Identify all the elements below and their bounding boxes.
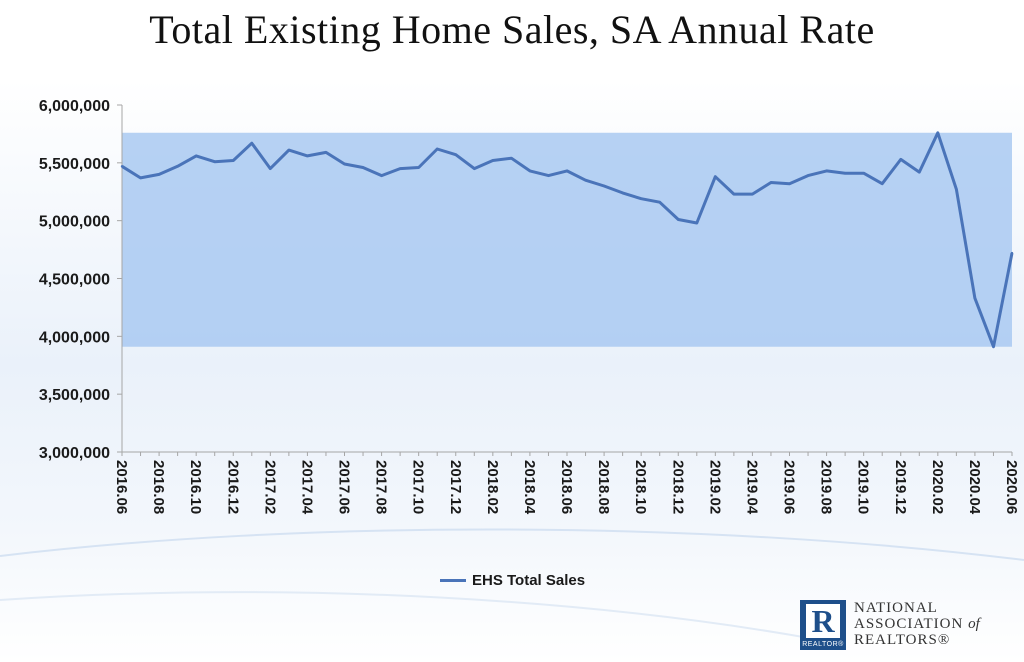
data-point (491, 159, 495, 162)
data-point (843, 172, 847, 175)
data-point (139, 176, 142, 180)
data-point (176, 165, 179, 168)
x-tick-label: 2018.08 (595, 460, 612, 514)
x-tick-label: 2020.06 (1003, 460, 1020, 514)
x-tick-label: 2019.08 (818, 460, 835, 514)
data-point (306, 154, 309, 158)
data-point (825, 169, 828, 173)
y-tick-label: 3,500,000 (39, 387, 110, 404)
data-point (751, 192, 754, 196)
data-point (621, 191, 624, 195)
highlight-band (122, 132, 1012, 347)
logo-line1: NATIONAL (854, 600, 938, 616)
y-tick-label: 5,000,000 (39, 214, 110, 231)
x-tick-label: 2017.04 (298, 460, 315, 515)
x-tick-label: 2020.02 (929, 460, 946, 514)
data-point (973, 296, 977, 300)
logo-text: NATIONAL ASSOCIATION of REALTORS® (854, 600, 980, 648)
data-point (714, 175, 717, 178)
data-point (343, 162, 346, 166)
data-point (473, 167, 476, 170)
data-point (287, 148, 291, 152)
data-point (380, 174, 383, 177)
data-point (398, 167, 402, 170)
x-tick-label: 2017.08 (373, 460, 390, 514)
realtor-logo-icon: R REALTOR® (800, 600, 846, 650)
y-tick-label: 3,000,000 (39, 445, 110, 462)
data-point (250, 141, 253, 145)
x-tick-label: 2018.06 (558, 460, 575, 514)
x-tick-label: 2018.02 (484, 460, 501, 514)
logo-line3: REALTORS® (854, 632, 951, 648)
x-tick-label: 2019.10 (855, 460, 872, 514)
x-tick-label: 2016.10 (187, 460, 204, 514)
data-point (602, 184, 606, 188)
data-point (436, 147, 439, 151)
data-point (120, 165, 124, 168)
chart-legend: EHS Total Sales (440, 572, 585, 589)
data-point (194, 154, 198, 158)
x-tick-label: 2017.10 (410, 460, 427, 514)
y-tick-label: 4,000,000 (39, 329, 110, 346)
x-tick-label: 2018.04 (521, 460, 538, 515)
data-point (788, 182, 791, 185)
y-tick-label: 4,500,000 (39, 272, 110, 289)
data-point (639, 197, 643, 200)
y-tick-label: 5,500,000 (39, 156, 110, 173)
legend-swatch (440, 579, 466, 582)
data-point (157, 173, 161, 176)
nar-logo: R REALTOR® NATIONAL ASSOCIATION of REALT… (800, 600, 980, 650)
data-point (899, 158, 902, 161)
data-point (565, 169, 569, 173)
data-point (677, 218, 680, 221)
data-point (417, 166, 420, 169)
data-point (528, 169, 532, 173)
logo-mark-sub: REALTOR® (802, 641, 844, 648)
data-point (918, 170, 921, 174)
data-point (955, 188, 958, 191)
x-tick-label: 2020.04 (966, 460, 983, 515)
data-point (510, 157, 513, 160)
x-tick-label: 2017.06 (336, 460, 353, 514)
data-point (806, 174, 810, 177)
chart-plot: 3,000,000 3,500,000 4,000,000 4,500,000 5,00… (39, 98, 1020, 515)
x-tick-label: 2016.12 (224, 460, 241, 514)
data-point (695, 221, 698, 225)
data-point (547, 174, 550, 177)
logo-line2-wrap: ASSOCIATION of (854, 616, 980, 632)
data-point (658, 200, 661, 204)
legend-label: EHS Total Sales (472, 572, 586, 589)
x-tick-label: 2017.12 (447, 460, 464, 514)
data-point (324, 151, 328, 154)
chart-title: Total Existing Home Sales, SA Annual Rat… (149, 7, 875, 52)
x-tick-label: 2018.10 (632, 460, 649, 514)
logo-letter: R (806, 604, 840, 638)
y-tick-label: 6,000,000 (39, 98, 110, 115)
data-point (361, 166, 365, 169)
x-tick-label: 2016.06 (113, 460, 130, 514)
x-tick-label: 2019.12 (892, 460, 909, 514)
data-point (862, 172, 865, 175)
data-point (1010, 251, 1014, 255)
data-point (232, 159, 235, 162)
x-tick-label: 2016.08 (150, 460, 167, 514)
logo-line2: ASSOCIATION (854, 616, 964, 632)
x-tick-label: 2018.12 (669, 460, 686, 514)
data-point (269, 167, 272, 170)
data-point (881, 182, 884, 185)
data-point (454, 153, 457, 156)
logo-of: of (968, 616, 980, 632)
data-point (769, 181, 773, 184)
data-point (584, 178, 587, 182)
x-tick-label: 2017.02 (261, 460, 278, 514)
data-point (213, 160, 216, 163)
x-tick-label: 2019.04 (743, 460, 760, 515)
data-point (992, 345, 995, 348)
data-point (936, 131, 940, 134)
data-point (732, 192, 736, 196)
x-tick-label: 2019.06 (781, 460, 798, 514)
x-tick-label: 2019.02 (706, 460, 723, 514)
